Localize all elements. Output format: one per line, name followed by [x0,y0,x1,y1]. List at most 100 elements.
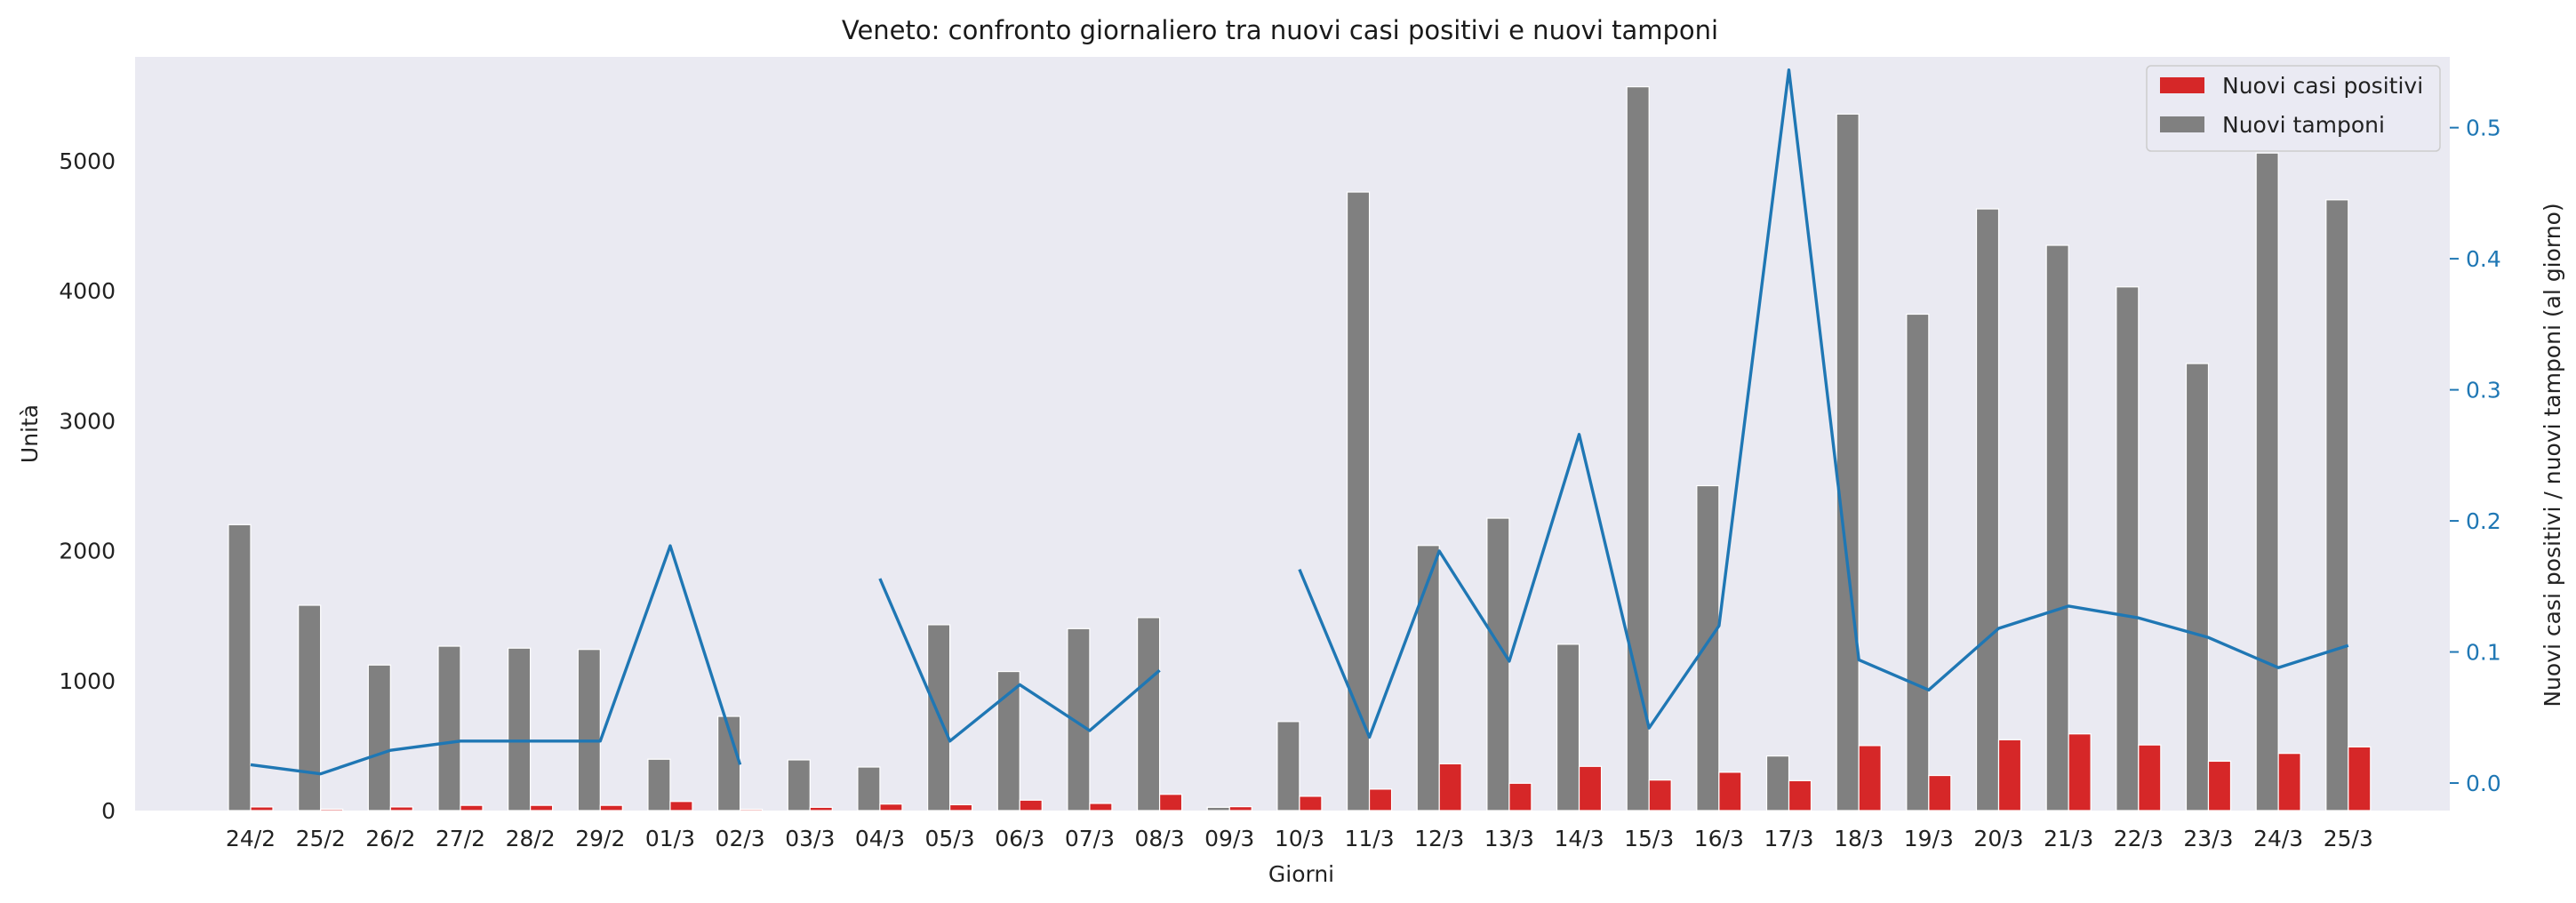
x-tick-label: 16/3 [1694,826,1744,851]
bar-nuovi-casi-positivi [1299,795,1323,811]
bar-nuovi-tamponi [1276,721,1300,811]
bar-nuovi-tamponi [1696,484,1720,811]
x-tick-label: 27/2 [436,826,485,851]
x-tick-label: 20/3 [1973,826,2023,851]
bar-nuovi-tamponi [1626,86,1650,811]
bar-nuovi-casi-positivi [250,806,274,811]
y-right-tick-label: 0.0 [2466,771,2501,796]
bar-nuovi-casi-positivi [320,808,344,811]
bar-nuovi-tamponi [437,645,461,811]
bar-nuovi-casi-positivi [1089,803,1113,811]
bar-nuovi-tamponi [647,758,671,811]
x-tick-label: 15/3 [1624,826,1674,851]
bar-nuovi-tamponi [367,664,391,811]
bar-nuovi-casi-positivi [2068,733,2092,811]
x-tick-label: 24/3 [2253,826,2303,851]
bar-nuovi-casi-positivi [1997,739,2022,811]
y-tick-label: 5000 [59,148,116,174]
bar-nuovi-tamponi [1416,545,1440,811]
bar-nuovi-casi-positivi [2207,760,2232,811]
bar-nuovi-casi-positivi [809,806,833,811]
y-right-axis-label: Nuovi casi positivi / nuovi tamponi (al … [2540,203,2565,707]
bar-nuovi-tamponi [1206,806,1230,811]
x-tick-labels: 24/2 25/2 26/2 27/2 28/2 29/2 01/3 02/3 03/3 04/3… [226,826,2373,851]
bar-nuovi-tamponi [2116,286,2140,811]
y-right-tick-label: 0.3 [2466,378,2501,404]
bar-nuovi-tamponi [1486,517,1510,811]
x-tick-label: 22/3 [2114,826,2164,851]
x-tick-label: 13/3 [1484,826,1534,851]
ratio-line-segment [878,578,1161,743]
x-tick-label: 29/2 [575,826,625,851]
chart-title: Veneto: confronto giornaliero tra nuovi … [842,15,1718,45]
bar-nuovi-casi-positivi [389,806,413,811]
bar-nuovi-tamponi [1906,313,1930,811]
x-tick-label: 18/3 [1834,826,1884,851]
bar-nuovi-tamponi [1556,643,1580,811]
x-tick-label: 21/3 [2044,826,2093,851]
bar-nuovi-casi-positivi [1648,779,1672,811]
x-tick-label: 12/3 [1414,826,1464,851]
bar-nuovi-tamponi [298,604,322,811]
bar-nuovi-tamponi [2185,363,2210,811]
y-right-tick-label: 0.2 [2466,508,2501,534]
x-tick-label: 09/3 [1204,826,1254,851]
bar-nuovi-casi-positivi [1508,782,1532,811]
y-tick-label: 4000 [59,278,116,304]
y-tick-label: 2000 [59,539,116,564]
bar-nuovi-casi-positivi [669,801,693,811]
x-tick-label: 03/3 [785,826,835,851]
y-right-tick-label: 0.5 [2466,116,2501,141]
legend-label: Nuovi tamponi [2222,112,2385,138]
y-tick-label: 3000 [59,408,116,434]
x-tick-label: 19/3 [1904,826,1954,851]
x-tick-label: 01/3 [645,826,695,851]
x-tick-label: 05/3 [925,826,975,851]
x-tick-label: 28/2 [506,826,556,851]
x-tick-label: 25/2 [296,826,346,851]
bar-nuovi-tamponi [228,523,252,811]
bar-nuovi-casi-positivi [740,808,764,811]
bar-nuovi-casi-positivi [2348,746,2372,811]
x-tick-label: 04/3 [855,826,905,851]
x-tick-label: 14/3 [1554,826,1604,851]
bar-nuovi-casi-positivi [1788,779,1812,811]
bar-nuovi-casi-positivi [2138,744,2162,811]
y-axis-label: Unità [17,404,43,463]
bar-nuovi-tamponi [1975,208,2000,811]
legend-label: Nuovi casi positivi [2222,73,2423,99]
ratio-line-segment [250,544,742,776]
y-right-tick-labels: 0.0 0.1 0.2 0.3 0.4 0.5 [2450,116,2501,796]
bar-nuovi-casi-positivi [948,803,973,811]
bar-nuovi-casi-positivi [1368,788,1393,811]
bar-nuovi-casi-positivi [1928,774,1952,811]
ratio-line-layer [250,68,2349,776]
x-tick-label: 26/2 [365,826,415,851]
bar-nuovi-tamponi [787,759,811,811]
bar-nuovi-tamponi [508,647,532,811]
y-right-tick-label: 0.1 [2466,640,2501,666]
bar-nuovi-casi-positivi [1158,794,1183,811]
ratio-line-segment [1298,68,2349,739]
bar-nuovi-casi-positivi [530,804,554,811]
bar-nuovi-casi-positivi [1228,806,1252,811]
bar-nuovi-casi-positivi [1438,763,1462,811]
x-tick-label: 24/2 [226,826,276,851]
bar-nuovi-casi-positivi [2277,753,2301,811]
bars-layer [228,86,2372,811]
bar-nuovi-casi-positivi [879,803,903,811]
x-tick-label: 17/3 [1764,826,1813,851]
bar-nuovi-tamponi [857,766,881,811]
x-tick-label: 08/3 [1135,826,1185,851]
x-tick-label: 10/3 [1275,826,1324,851]
legend: Nuovi casi positivi Nuovi tamponi [2146,65,2441,152]
x-tick-label: 23/3 [2183,826,2233,851]
x-tick-label: 25/3 [2324,826,2373,851]
x-tick-label: 07/3 [1065,826,1115,851]
x-tick-label: 11/3 [1344,826,1394,851]
bar-nuovi-tamponi [1346,191,1371,811]
x-axis-label: Giorni [1268,861,1334,887]
x-tick-label: 02/3 [716,826,765,851]
bar-nuovi-tamponi [1136,617,1161,811]
